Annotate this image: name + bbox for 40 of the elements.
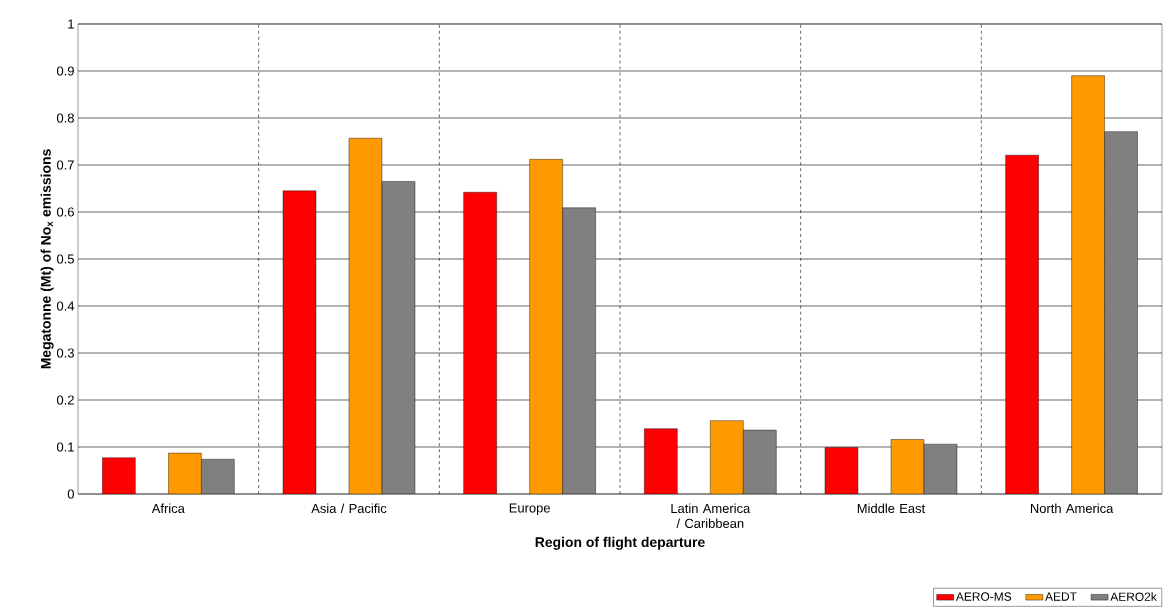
- legend-label: AEDT: [1045, 592, 1077, 601]
- legend-label: AERO-MS: [955, 592, 1012, 601]
- y-tick-label: 0.4: [56, 301, 75, 311]
- bar: [529, 159, 563, 494]
- y-tick-label: 0.5: [56, 254, 74, 264]
- x-tick-label: Middle East: [857, 503, 926, 514]
- y-axis-title: Megatonne (Mt) of No$_{x}$ emissions: [40, 149, 54, 369]
- x-tick-label: Africa: [151, 503, 185, 514]
- bar: [644, 428, 678, 494]
- y-tick-label: 0.7: [56, 160, 74, 170]
- bar: [282, 190, 317, 494]
- x-tick-label: Asia / Pacific: [311, 503, 387, 514]
- x-tick-label: Latin America / Caribbean: [671, 503, 751, 528]
- bar: [1071, 75, 1105, 494]
- y-tick-label: 1: [68, 19, 74, 29]
- y-tick-label: 0.1: [56, 442, 74, 452]
- y-tick-label: 0.2: [56, 395, 74, 405]
- bar: [923, 443, 958, 494]
- x-tick-label: North America: [1030, 503, 1114, 514]
- bar: [1005, 154, 1039, 494]
- x-tick-label: Europe: [509, 503, 550, 516]
- y-tick-label: 0: [67, 489, 74, 499]
- bar: [348, 138, 383, 494]
- bar: [1104, 131, 1138, 494]
- y-tick-label: 0.6: [56, 207, 74, 217]
- bar: [562, 207, 596, 494]
- bar: [201, 459, 235, 494]
- bar: [743, 429, 777, 494]
- bar: [890, 439, 925, 494]
- bar: [463, 192, 497, 494]
- bar: [102, 457, 136, 494]
- y-tick-label: 0.3: [56, 348, 74, 358]
- x-axis-title: Region of flight departure: [535, 536, 705, 550]
- y-tick-label: 0.9: [56, 66, 74, 76]
- bar: [381, 181, 416, 494]
- bar: [824, 447, 859, 494]
- bar: [168, 452, 202, 494]
- legend-label: AERO2k: [1110, 592, 1157, 601]
- y-tick-label: 0.8: [56, 113, 74, 123]
- bar: [710, 420, 744, 494]
